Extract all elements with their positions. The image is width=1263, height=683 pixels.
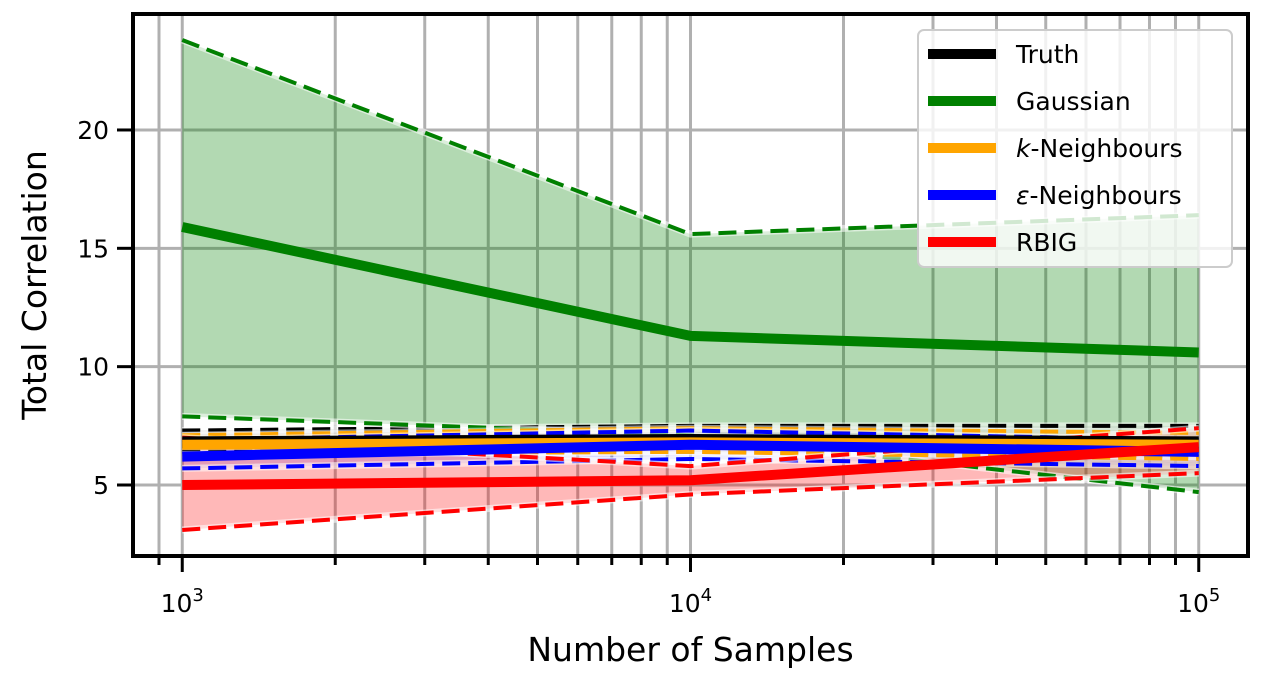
x-axis-label: Number of Samples xyxy=(527,630,853,669)
lower-bound-ε-Neighbours xyxy=(182,456,1199,471)
x-tick-label: 104 xyxy=(669,585,712,618)
series-layer xyxy=(181,36,1200,534)
y-tick-label: 5 xyxy=(93,471,109,500)
line-Gaussian xyxy=(181,222,1199,358)
y-tick-label: 10 xyxy=(77,353,109,382)
y-axis-label: Total Correlation xyxy=(15,150,54,421)
legend-label-RBIG: RBIG xyxy=(1016,228,1077,257)
line-RBIG xyxy=(182,442,1200,490)
legend-box xyxy=(917,29,1233,268)
legend-label-Truth: Truth xyxy=(1015,40,1079,69)
y-tick-label: 15 xyxy=(77,234,109,263)
ticks: 103 104 105 5 10 15 20 xyxy=(77,116,1220,618)
legend: Truth Gaussian k-Neighbours ε-Neighbours RBI… xyxy=(917,29,1233,268)
legend-label-Gaussian: Gaussian xyxy=(1016,87,1131,116)
x-tick-label: 105 xyxy=(1177,585,1220,618)
y-tick-label: 20 xyxy=(77,116,109,145)
band-Gaussian xyxy=(182,40,1199,493)
legend-label-ε-Neighbours: ε-Neighbours xyxy=(1016,181,1182,210)
x-tick-label: 103 xyxy=(161,585,204,618)
lower-bound-RBIG xyxy=(182,471,1199,532)
line-ε-Neighbours xyxy=(182,439,1199,462)
legend-label-k-Neighbours: k-Neighbours xyxy=(1016,134,1183,163)
